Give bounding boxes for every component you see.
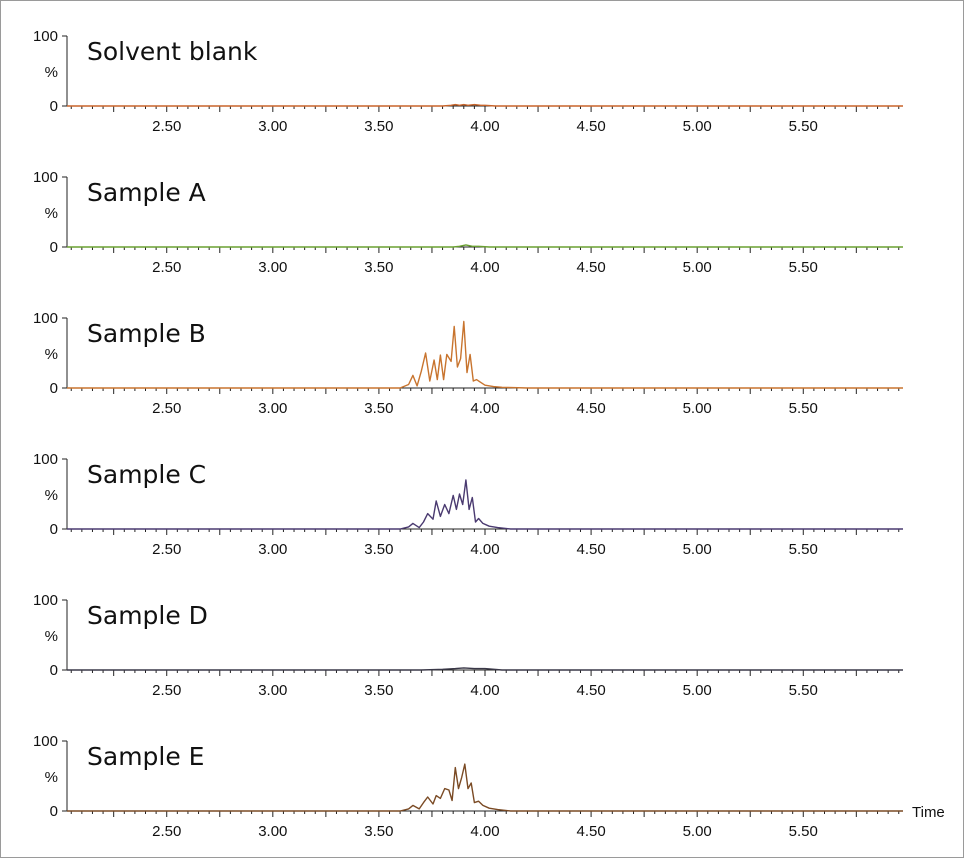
- y-tick-label: 0: [50, 521, 58, 538]
- x-tick-label: 3.50: [364, 823, 393, 840]
- y-tick-label: 100: [33, 451, 58, 468]
- x-tick-label: 5.50: [789, 823, 818, 840]
- x-tick-label: 3.00: [258, 118, 287, 135]
- panel-1: 0 100% 2.50 3.00 3.50 4.00 4.50 5.00 5.50 Solvent…: [33, 28, 903, 135]
- trace-line: [67, 103, 903, 107]
- x-tick-label: 2.50: [152, 682, 181, 699]
- panel-title: Sample C: [87, 460, 206, 489]
- x-tick-label: 2.50: [152, 118, 181, 135]
- x-tick-label: 4.50: [576, 823, 605, 840]
- panel-3: 0 100% 2.50 3.00 3.50 4.00 4.50 5.00 5.50 Sample …: [33, 310, 903, 417]
- x-tick-label: 4.50: [576, 682, 605, 699]
- x-tick-label: 4.00: [470, 400, 499, 417]
- panel-2: 0 100% 2.50 3.00 3.50 4.00 4.50 5.00 5.50 Sample …: [33, 169, 903, 276]
- x-tick-label: 3.50: [364, 400, 393, 417]
- trace-line: [67, 244, 903, 248]
- y-axis-label: %: [45, 628, 58, 645]
- y-axis-label: %: [45, 64, 58, 81]
- y-tick-label: 100: [33, 28, 58, 45]
- x-tick-label: 4.50: [576, 118, 605, 135]
- panel-title: Sample B: [87, 319, 206, 348]
- y-tick-label: 100: [33, 169, 58, 186]
- x-tick-label: 4.50: [576, 259, 605, 276]
- x-tick-label: 5.00: [683, 400, 712, 417]
- y-tick-label: 0: [50, 662, 58, 679]
- y-axis-label: %: [45, 346, 58, 363]
- trace-line: [67, 479, 903, 530]
- x-tick-label: 5.50: [789, 118, 818, 135]
- y-axis-label: %: [45, 769, 58, 786]
- x-tick-label: 3.50: [364, 682, 393, 699]
- x-tick-label: 4.00: [470, 259, 499, 276]
- x-tick-label: 5.00: [683, 682, 712, 699]
- x-tick-label: 5.50: [789, 682, 818, 699]
- panel-title: Solvent blank: [87, 37, 258, 66]
- x-tick-label: 4.00: [470, 118, 499, 135]
- x-axis-label: Time: [912, 804, 945, 821]
- panel-4: 0 100% 2.50 3.00 3.50 4.00 4.50 5.00 5.50 Sample …: [33, 451, 903, 558]
- y-tick-label: 0: [50, 239, 58, 256]
- x-tick-label: 5.00: [683, 541, 712, 558]
- panel-6: 0 100% 2.50 3.00 3.50 4.00 4.50 5.00 5.50 Time Sam…: [33, 733, 945, 840]
- x-tick-label: 2.50: [152, 400, 181, 417]
- x-tick-label: 5.00: [683, 259, 712, 276]
- x-tick-label: 3.50: [364, 118, 393, 135]
- trace-line: [67, 667, 903, 671]
- x-tick-label: 4.00: [470, 823, 499, 840]
- x-tick-label: 3.00: [258, 823, 287, 840]
- x-tick-label: 3.00: [258, 682, 287, 699]
- x-tick-label: 5.50: [789, 541, 818, 558]
- panel-5: 0 100% 2.50 3.00 3.50 4.00 4.50 5.00 5.50 Sample …: [33, 592, 903, 699]
- y-axis-label: %: [45, 487, 58, 504]
- x-tick-label: 3.00: [258, 400, 287, 417]
- x-tick-label: 4.50: [576, 541, 605, 558]
- x-tick-label: 2.50: [152, 823, 181, 840]
- x-tick-label: 5.50: [789, 400, 818, 417]
- x-tick-label: 2.50: [152, 541, 181, 558]
- y-tick-label: 100: [33, 592, 58, 609]
- x-tick-label: 3.00: [258, 259, 287, 276]
- x-tick-label: 5.00: [683, 118, 712, 135]
- x-tick-label: 4.00: [470, 682, 499, 699]
- y-tick-label: 100: [33, 733, 58, 750]
- x-tick-label: 3.50: [364, 259, 393, 276]
- panel-title: Sample A: [87, 178, 206, 207]
- panel-title: Sample D: [87, 601, 208, 630]
- trace-line: [67, 320, 903, 389]
- panel-title: Sample E: [87, 742, 204, 771]
- x-tick-label: 4.50: [576, 400, 605, 417]
- x-tick-label: 5.00: [683, 823, 712, 840]
- x-tick-label: 3.00: [258, 541, 287, 558]
- y-axis-label: %: [45, 205, 58, 222]
- y-tick-label: 0: [50, 380, 58, 397]
- y-tick-label: 0: [50, 98, 58, 115]
- x-tick-label: 3.50: [364, 541, 393, 558]
- x-tick-label: 4.00: [470, 541, 499, 558]
- x-tick-label: 2.50: [152, 259, 181, 276]
- x-tick-label: 5.50: [789, 259, 818, 276]
- y-tick-label: 100: [33, 310, 58, 327]
- trace-line: [67, 763, 903, 812]
- y-tick-label: 0: [50, 803, 58, 820]
